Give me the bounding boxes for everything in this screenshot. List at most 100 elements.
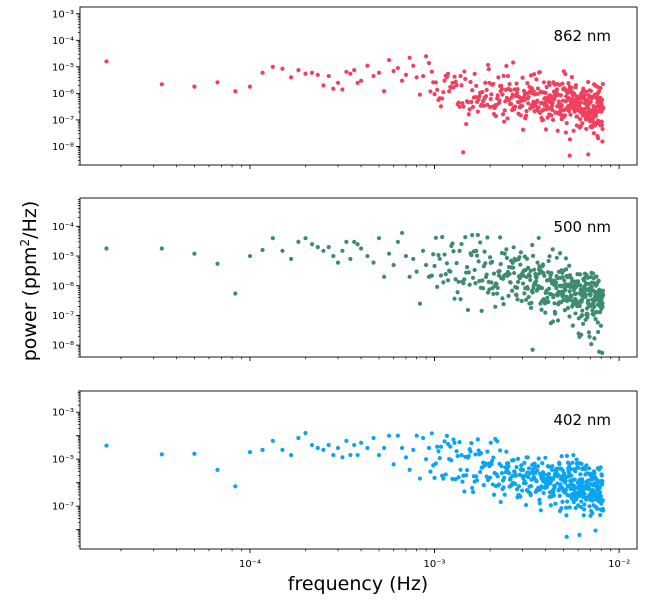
data-point: [441, 476, 446, 481]
data-point: [444, 433, 449, 438]
data-point: [587, 334, 592, 339]
data-point: [542, 273, 547, 278]
data-point: [569, 294, 574, 299]
data-point: [580, 308, 585, 313]
data-point: [159, 82, 164, 87]
data-point: [560, 499, 565, 504]
data-point: [461, 150, 466, 155]
data-point: [550, 247, 555, 252]
data-point: [376, 452, 382, 458]
data-point: [567, 505, 572, 510]
data-point: [571, 500, 576, 505]
data-point: [474, 83, 479, 88]
data-point: [567, 263, 572, 268]
data-point: [411, 447, 416, 452]
data-point: [433, 461, 438, 466]
data-point: [537, 501, 542, 506]
data-point: [331, 253, 336, 259]
data-point: [600, 126, 605, 132]
data-point: [491, 455, 496, 460]
data-point: [510, 260, 515, 265]
data-point: [428, 89, 433, 94]
data-point: [593, 316, 598, 322]
data-point: [583, 467, 588, 472]
data-point: [564, 267, 569, 272]
data-point: [296, 435, 301, 441]
data-point: [489, 259, 495, 264]
data-point: [453, 277, 458, 282]
data-point: [543, 127, 549, 132]
data-point: [528, 492, 533, 498]
data-point: [523, 502, 529, 508]
data-point: [502, 492, 507, 497]
data-point: [233, 484, 238, 489]
data-point: [475, 109, 480, 114]
data-point: [497, 98, 502, 103]
data-point: [432, 263, 437, 269]
data-point: [554, 255, 559, 260]
data-point: [582, 275, 587, 281]
data-point: [506, 464, 511, 469]
data-point: [519, 463, 524, 468]
y-tick-label: 10⁻⁵: [52, 62, 74, 73]
data-point: [571, 452, 576, 458]
data-point: [519, 298, 524, 304]
data-point: [382, 274, 387, 279]
data-point: [598, 493, 603, 499]
data-point: [550, 464, 555, 469]
data-point: [469, 253, 474, 258]
data-point: [391, 462, 396, 467]
data-point: [525, 455, 530, 460]
data-point: [529, 300, 534, 305]
data-point: [528, 305, 534, 310]
data-point: [597, 485, 602, 491]
data-point: [592, 471, 597, 476]
data-points: [104, 430, 606, 539]
data-point: [551, 293, 556, 298]
data-point: [516, 484, 522, 489]
data-point: [539, 100, 545, 105]
data-point: [586, 330, 592, 335]
data-point: [437, 456, 442, 461]
data-point: [523, 113, 529, 118]
data-point: [550, 319, 556, 324]
data-point: [444, 74, 449, 80]
data-point: [472, 71, 477, 76]
data-point: [399, 445, 405, 451]
data-point: [565, 499, 570, 504]
data-point: [441, 90, 446, 95]
data-point: [589, 284, 594, 289]
data-point: [443, 272, 448, 277]
data-point: [514, 465, 519, 470]
data-point: [592, 336, 597, 341]
data-point: [534, 77, 539, 82]
data-point: [464, 121, 469, 127]
data-point: [588, 88, 594, 93]
data-point: [442, 439, 447, 444]
data-point: [581, 321, 586, 326]
data-point: [586, 485, 592, 490]
data-point: [491, 492, 497, 497]
data-point: [589, 342, 594, 347]
data-point: [584, 497, 589, 502]
data-point: [495, 439, 500, 444]
data-point: [399, 230, 405, 236]
data-point: [540, 461, 545, 466]
data-point: [456, 100, 461, 105]
data-point: [321, 83, 326, 88]
data-point: [596, 278, 601, 283]
data-point: [591, 312, 596, 317]
data-point: [344, 438, 349, 444]
data-point: [563, 487, 569, 492]
plot-frame: [79, 390, 638, 550]
data-point: [414, 433, 419, 438]
data-point: [296, 68, 301, 73]
data-point: [526, 466, 532, 471]
data-point: [481, 482, 486, 488]
data-point: [545, 115, 550, 120]
data-point: [468, 79, 473, 85]
data-point: [545, 295, 550, 300]
data-point: [448, 269, 453, 274]
data-point: [315, 445, 320, 451]
